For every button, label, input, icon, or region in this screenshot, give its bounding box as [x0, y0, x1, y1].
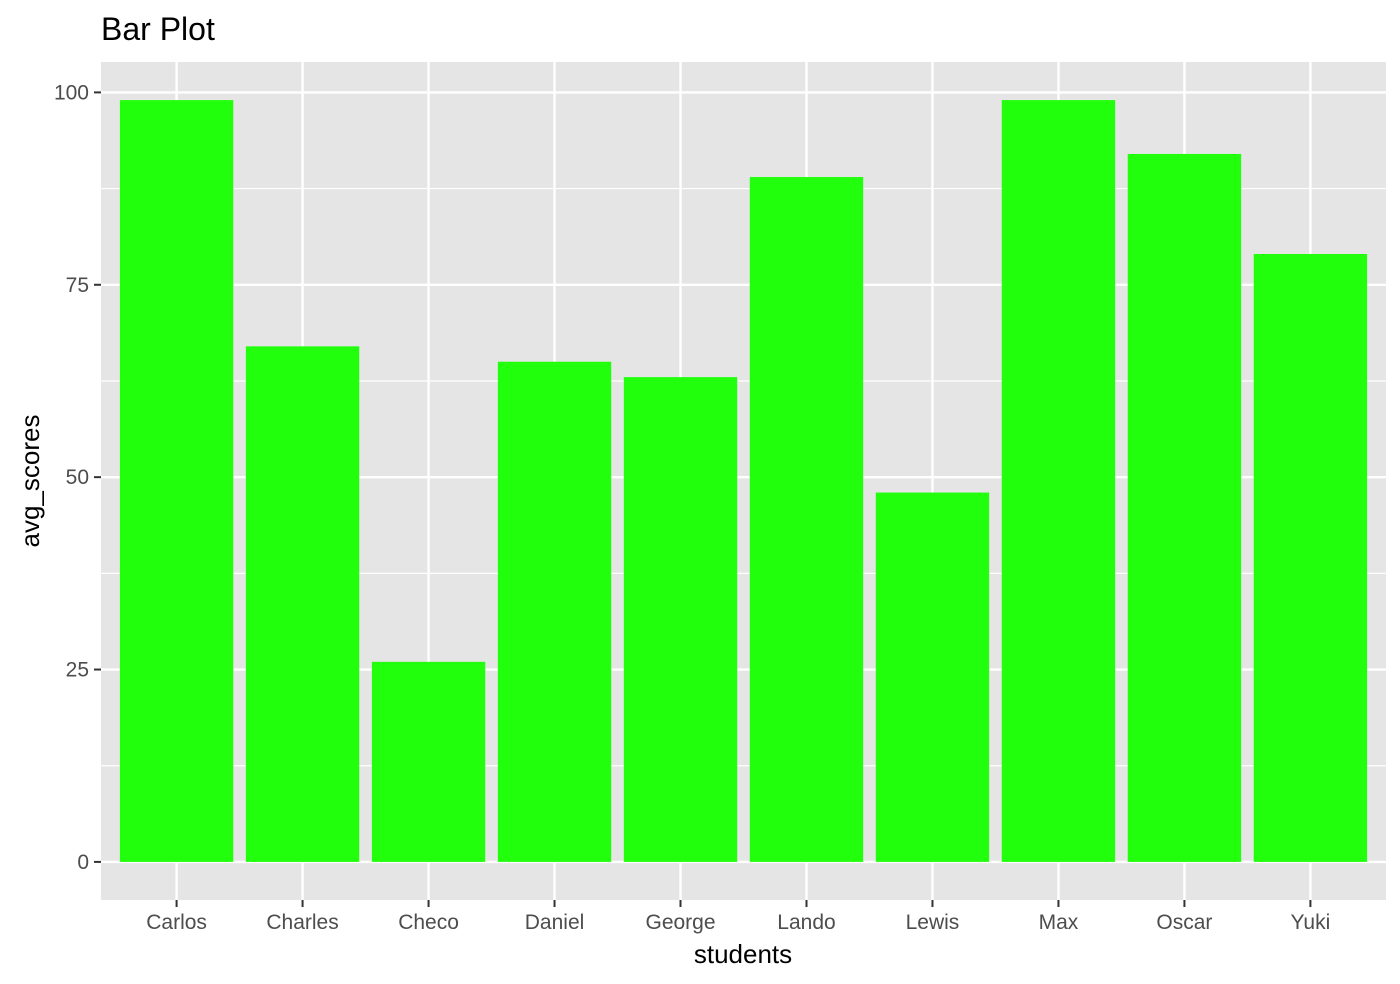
x-tick-label: Carlos [146, 911, 207, 934]
y-tick-label: 100 [54, 81, 89, 104]
bar-checo [371, 661, 486, 862]
x-tick-label: Yuki [1291, 911, 1331, 934]
x-tick-label: Max [1039, 911, 1079, 934]
y-tick-label: 0 [77, 851, 89, 874]
x-tick-label: Lewis [906, 911, 960, 934]
x-tick-label: Charles [266, 911, 338, 934]
x-tick-label: Checo [398, 911, 459, 934]
bar-carlos [119, 100, 234, 862]
x-axis-title: students [694, 939, 792, 969]
y-axis: 0 25 50 75 100 [54, 81, 101, 874]
bar-charles [245, 346, 360, 862]
bars [119, 100, 1368, 862]
bar-yuki [1253, 253, 1368, 862]
x-tick-label: George [645, 911, 715, 934]
y-tick-label: 25 [66, 659, 89, 682]
y-axis-title: avg_scores [15, 415, 45, 548]
x-tick-label: Lando [777, 911, 835, 934]
bar-george [623, 377, 738, 862]
bar-max [1001, 100, 1116, 862]
x-tick-label: Daniel [525, 911, 585, 934]
bar-lando [749, 177, 864, 862]
y-tick-label: 75 [66, 274, 89, 297]
x-axis: Carlos Charles Checo Daniel George Lando Lewis… [146, 900, 1330, 934]
bar-daniel [497, 361, 612, 862]
chart-title: Bar Plot [101, 11, 215, 47]
y-tick-label: 50 [66, 466, 89, 489]
x-tick-label: Oscar [1156, 911, 1212, 934]
bar-lewis [875, 492, 990, 862]
bar-oscar [1127, 153, 1242, 862]
